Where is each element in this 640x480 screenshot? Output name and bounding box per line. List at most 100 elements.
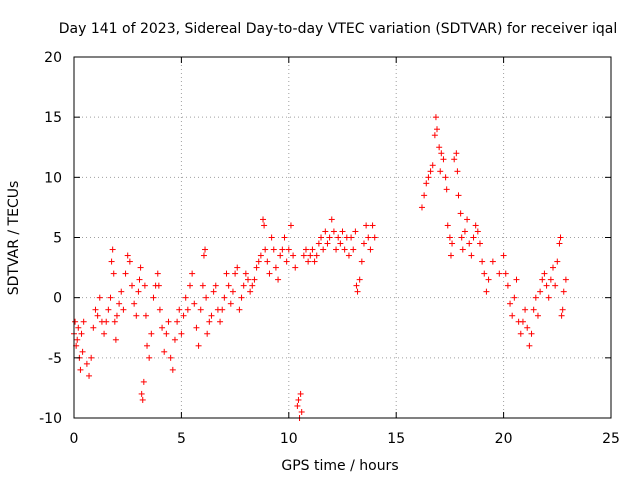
x-tick-label: 5 [177, 431, 186, 447]
y-tick-label: 10 [44, 170, 62, 186]
data-point [290, 252, 297, 259]
data-point [444, 222, 451, 229]
data-point [184, 306, 191, 313]
data-point [283, 258, 290, 265]
data-point [255, 258, 262, 265]
data-point [159, 324, 166, 331]
data-point [203, 294, 210, 301]
data-point [142, 312, 149, 319]
data-point [552, 282, 559, 289]
data-point [236, 306, 243, 313]
data-point [464, 216, 471, 223]
grid [74, 57, 611, 418]
data-point [78, 330, 85, 337]
axis-ticks [73, 56, 612, 419]
data-point [562, 276, 569, 283]
data-point [360, 240, 367, 247]
data-point [257, 252, 264, 259]
data-point [212, 282, 219, 289]
data-point [251, 276, 258, 283]
y-tick-labels: -10 -5 0 5 10 15 20 [39, 50, 62, 427]
data-point [139, 396, 146, 403]
data-point [90, 324, 97, 331]
data-point [118, 288, 125, 295]
data-point [182, 294, 189, 301]
data-point [333, 246, 340, 253]
x-tick-label: 10 [280, 431, 298, 447]
data-point [144, 342, 151, 349]
data-point [167, 354, 174, 361]
data-point [367, 246, 374, 253]
data-point [189, 270, 196, 277]
data-point [442, 174, 449, 181]
data-point [124, 252, 131, 259]
data-point [455, 192, 462, 199]
data-point [440, 156, 447, 163]
data-point [443, 186, 450, 193]
data-point [453, 150, 460, 157]
data-point [131, 300, 138, 307]
data-point [522, 306, 529, 313]
data-point [461, 228, 468, 235]
data-point [262, 246, 269, 253]
data-point [418, 204, 425, 211]
data-point [140, 378, 147, 385]
data-point [294, 402, 301, 409]
data-point [320, 246, 327, 253]
data-point [112, 336, 119, 343]
data-point [141, 282, 148, 289]
data-point [83, 360, 90, 367]
data-point [500, 252, 507, 259]
data-point [550, 264, 557, 271]
data-point [509, 312, 516, 319]
data-point [335, 234, 342, 241]
data-point [363, 222, 370, 229]
data-point [285, 246, 292, 253]
data-point [328, 216, 335, 223]
data-point [511, 294, 518, 301]
data-point [208, 312, 215, 319]
data-series-sdtvar [71, 114, 569, 421]
data-point [559, 306, 566, 313]
data-point [249, 282, 256, 289]
data-point [238, 294, 245, 301]
data-point [348, 234, 355, 241]
data-point [146, 354, 153, 361]
data-point [526, 342, 533, 349]
data-point [176, 306, 183, 313]
data-point [86, 372, 93, 379]
data-point [330, 228, 337, 235]
data-point [154, 270, 161, 277]
data-point [110, 270, 117, 277]
data-point [543, 282, 550, 289]
data-point [427, 168, 434, 175]
data-point [174, 318, 181, 325]
data-point [163, 330, 170, 337]
data-point [279, 246, 286, 253]
data-point [513, 276, 520, 283]
data-point [156, 306, 163, 313]
data-point [197, 306, 204, 313]
data-point [240, 282, 247, 289]
data-point [345, 252, 352, 259]
data-point [195, 342, 202, 349]
x-tick-label: 0 [70, 431, 79, 447]
data-point [113, 312, 120, 319]
data-point [466, 240, 473, 247]
data-point [337, 240, 344, 247]
data-point [292, 264, 299, 271]
data-point [365, 234, 372, 241]
data-point [352, 228, 359, 235]
data-point [297, 390, 304, 397]
data-point [210, 288, 217, 295]
y-tick-label: 0 [53, 291, 62, 307]
y-tick-label: 5 [53, 231, 62, 247]
data-point [270, 246, 277, 253]
y-axis-label: SDTVAR / TECUs [6, 181, 22, 296]
data-point [234, 264, 241, 271]
data-point [204, 330, 211, 337]
data-point [266, 270, 273, 277]
data-point [421, 192, 428, 199]
data-point [547, 276, 554, 283]
chart-title: Day 141 of 2023, Sidereal Day-to-day VTE… [59, 21, 617, 37]
